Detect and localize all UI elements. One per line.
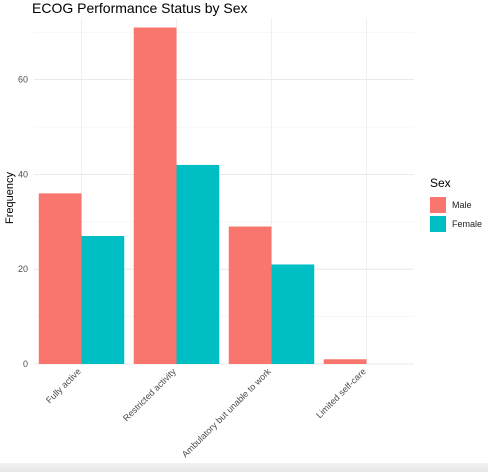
x-tick-label: Ambulatory but unable to work bbox=[180, 366, 273, 459]
legend-label-female: Female bbox=[452, 219, 483, 229]
bar-male-1 bbox=[38, 193, 82, 364]
legend-swatch-female bbox=[430, 216, 446, 232]
y-tick-label: 60 bbox=[18, 75, 28, 85]
bar-female-2 bbox=[176, 164, 220, 364]
bar-female-3 bbox=[271, 264, 315, 364]
x-tick-label: Restricted activity bbox=[121, 366, 178, 423]
legend-item-female: Female bbox=[430, 215, 482, 233]
x-tick-label: Limited self-care bbox=[314, 366, 368, 420]
legend-item-male: Male bbox=[430, 196, 482, 214]
legend-swatch-male bbox=[430, 197, 446, 213]
x-tick-label: Fully active bbox=[44, 366, 83, 405]
y-tick-label: 0 bbox=[23, 359, 28, 369]
bar-male-3 bbox=[228, 226, 272, 364]
bar-male-2 bbox=[133, 27, 177, 364]
y-tick-label: 20 bbox=[18, 264, 28, 274]
bar-female-1 bbox=[81, 236, 125, 364]
legend: Sex Male Female bbox=[430, 176, 482, 234]
chart-title: ECOG Performance Status by Sex bbox=[32, 0, 248, 16]
legend-label-male: Male bbox=[452, 200, 472, 210]
y-tick-label: 40 bbox=[18, 169, 28, 179]
legend-title: Sex bbox=[430, 176, 451, 190]
bar-male-4 bbox=[323, 359, 367, 364]
window-bottom-edge bbox=[0, 463, 488, 472]
